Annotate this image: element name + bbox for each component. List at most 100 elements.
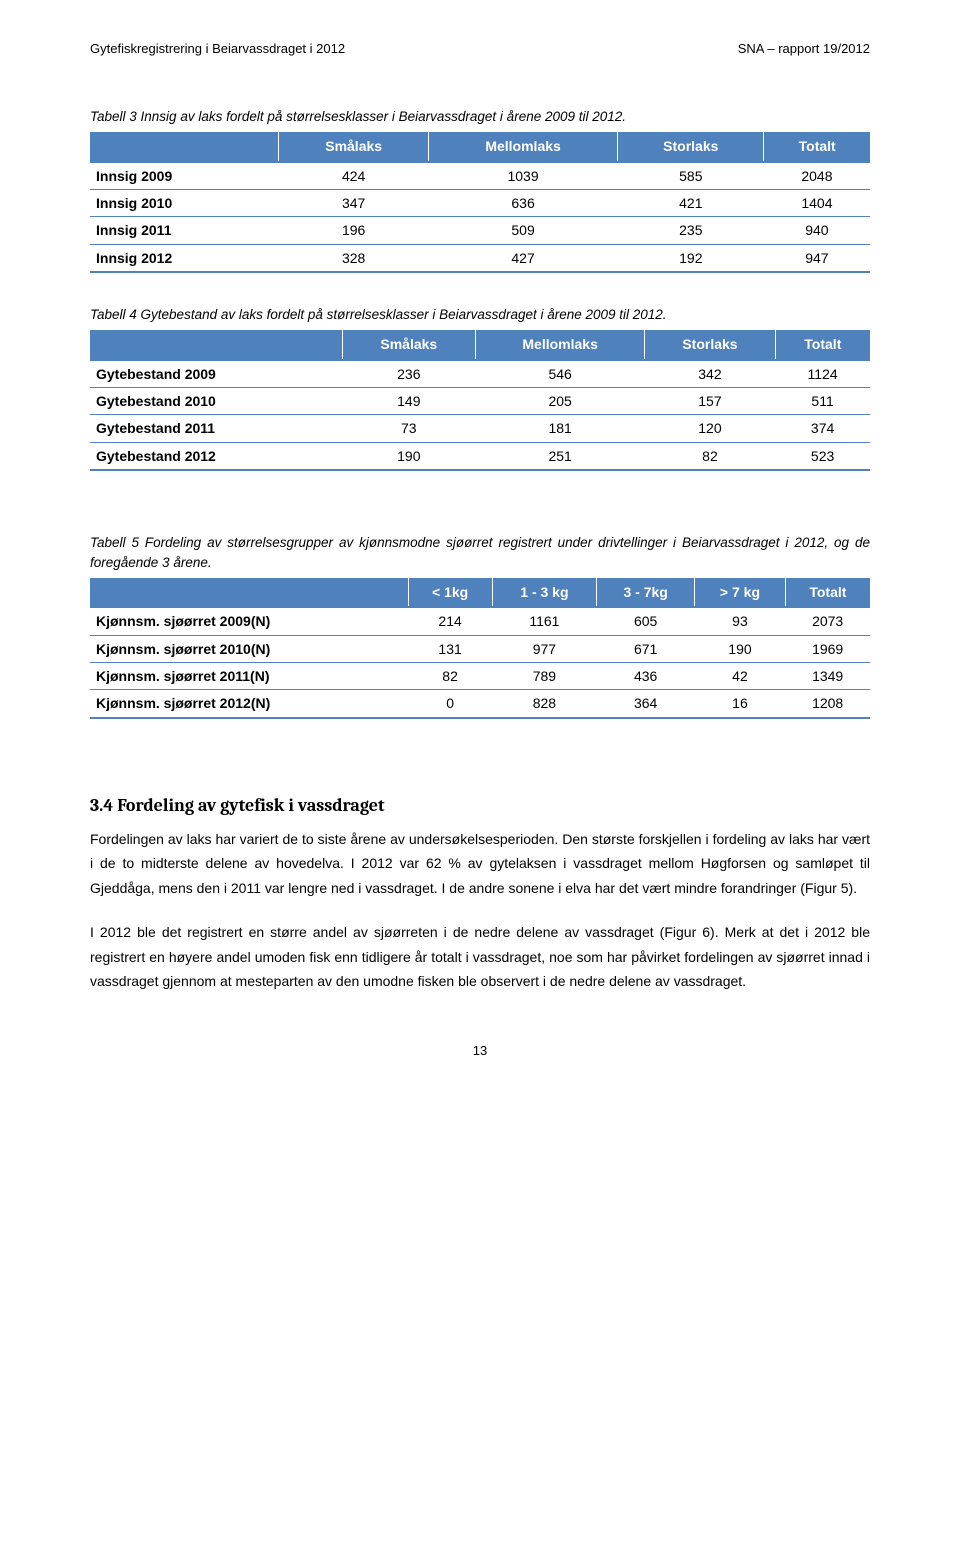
table3: Smålaks Mellomlaks Storlaks Totalt Innsi… bbox=[90, 132, 870, 272]
table-row: Kjønnsm. sjøørret 2011(N) 82 789 436 42 … bbox=[90, 662, 870, 689]
cell: 1208 bbox=[785, 690, 870, 718]
cell: 1969 bbox=[785, 635, 870, 662]
cell-label: Innsig 2010 bbox=[90, 190, 279, 217]
cell: 42 bbox=[695, 662, 786, 689]
table5-h5: Totalt bbox=[785, 578, 870, 607]
table4: Smålaks Mellomlaks Storlaks Totalt Gyteb… bbox=[90, 330, 870, 470]
cell: 828 bbox=[492, 690, 597, 718]
cell: 1161 bbox=[492, 607, 597, 635]
page-number: 13 bbox=[90, 1042, 870, 1061]
cell-label: Gytebestand 2009 bbox=[90, 360, 342, 388]
header-right: SNA – rapport 19/2012 bbox=[738, 40, 870, 59]
table-row: Gytebestand 2012 190 251 82 523 bbox=[90, 442, 870, 470]
table-row: Innsig 2010 347 636 421 1404 bbox=[90, 190, 870, 217]
cell: 192 bbox=[618, 244, 764, 272]
table5-h4: > 7 kg bbox=[695, 578, 786, 607]
cell-label: Gytebestand 2011 bbox=[90, 415, 342, 442]
cell: 364 bbox=[597, 690, 695, 718]
body-paragraph-2: I 2012 ble det registrert en større ande… bbox=[90, 920, 870, 994]
cell: 421 bbox=[618, 190, 764, 217]
page-header: Gytefiskregistrering i Beiarvassdraget i… bbox=[90, 40, 870, 59]
table5-h1: < 1kg bbox=[408, 578, 492, 607]
table3-h4: Totalt bbox=[764, 132, 870, 161]
cell: 940 bbox=[764, 217, 870, 244]
table3-h3: Storlaks bbox=[618, 132, 764, 161]
cell: 427 bbox=[428, 244, 617, 272]
cell: 73 bbox=[342, 415, 476, 442]
cell: 947 bbox=[764, 244, 870, 272]
cell: 190 bbox=[342, 442, 476, 470]
cell: 671 bbox=[597, 635, 695, 662]
cell: 1039 bbox=[428, 162, 617, 190]
table3-h0 bbox=[90, 132, 279, 161]
cell: 235 bbox=[618, 217, 764, 244]
cell-label: Innsig 2009 bbox=[90, 162, 279, 190]
cell: 328 bbox=[279, 244, 428, 272]
cell: 1124 bbox=[775, 360, 870, 388]
cell: 131 bbox=[408, 635, 492, 662]
table-row: Kjønnsm. sjøørret 2012(N) 0 828 364 16 1… bbox=[90, 690, 870, 718]
table-row: Gytebestand 2009 236 546 342 1124 bbox=[90, 360, 870, 388]
body-paragraph-1: Fordelingen av laks har variert de to si… bbox=[90, 827, 870, 901]
table4-h2: Mellomlaks bbox=[476, 330, 645, 359]
cell: 436 bbox=[597, 662, 695, 689]
table-row: Kjønnsm. sjøørret 2009(N) 214 1161 605 9… bbox=[90, 607, 870, 635]
cell: 120 bbox=[645, 415, 775, 442]
cell: 149 bbox=[342, 388, 476, 415]
cell: 82 bbox=[645, 442, 775, 470]
table4-header-row: Smålaks Mellomlaks Storlaks Totalt bbox=[90, 330, 870, 359]
table3-h2: Mellomlaks bbox=[428, 132, 617, 161]
cell: 977 bbox=[492, 635, 597, 662]
cell: 181 bbox=[476, 415, 645, 442]
cell: 511 bbox=[775, 388, 870, 415]
table4-caption: Tabell 4 Gytebestand av laks fordelt på … bbox=[90, 305, 870, 325]
table5: < 1kg 1 - 3 kg 3 - 7kg > 7 kg Totalt Kjø… bbox=[90, 578, 870, 718]
cell: 1349 bbox=[785, 662, 870, 689]
cell: 82 bbox=[408, 662, 492, 689]
table4-h3: Storlaks bbox=[645, 330, 775, 359]
table4-h0 bbox=[90, 330, 342, 359]
cell: 236 bbox=[342, 360, 476, 388]
table-row: Gytebestand 2011 73 181 120 374 bbox=[90, 415, 870, 442]
cell-label: Innsig 2011 bbox=[90, 217, 279, 244]
cell: 342 bbox=[645, 360, 775, 388]
cell-label: Kjønnsm. sjøørret 2009(N) bbox=[90, 607, 408, 635]
table-row: Gytebestand 2010 149 205 157 511 bbox=[90, 388, 870, 415]
table5-header-row: < 1kg 1 - 3 kg 3 - 7kg > 7 kg Totalt bbox=[90, 578, 870, 607]
table4-h4: Totalt bbox=[775, 330, 870, 359]
cell: 16 bbox=[695, 690, 786, 718]
cell: 93 bbox=[695, 607, 786, 635]
table3-header-row: Smålaks Mellomlaks Storlaks Totalt bbox=[90, 132, 870, 161]
cell: 196 bbox=[279, 217, 428, 244]
cell: 1404 bbox=[764, 190, 870, 217]
cell: 2048 bbox=[764, 162, 870, 190]
cell-label: Kjønnsm. sjøørret 2012(N) bbox=[90, 690, 408, 718]
cell-label: Innsig 2012 bbox=[90, 244, 279, 272]
cell: 523 bbox=[775, 442, 870, 470]
table5-caption: Tabell 5 Fordeling av størrelsesgrupper … bbox=[90, 533, 870, 572]
cell-label: Gytebestand 2012 bbox=[90, 442, 342, 470]
table5-h0 bbox=[90, 578, 408, 607]
cell: 251 bbox=[476, 442, 645, 470]
cell: 789 bbox=[492, 662, 597, 689]
table3-caption: Tabell 3 Innsig av laks fordelt på størr… bbox=[90, 107, 870, 127]
cell: 2073 bbox=[785, 607, 870, 635]
table-row: Kjønnsm. sjøørret 2010(N) 131 977 671 19… bbox=[90, 635, 870, 662]
cell: 605 bbox=[597, 607, 695, 635]
cell: 0 bbox=[408, 690, 492, 718]
cell: 190 bbox=[695, 635, 786, 662]
table-row: Innsig 2009 424 1039 585 2048 bbox=[90, 162, 870, 190]
table3-h1: Smålaks bbox=[279, 132, 428, 161]
table-row: Innsig 2011 196 509 235 940 bbox=[90, 217, 870, 244]
cell: 347 bbox=[279, 190, 428, 217]
table-row: Innsig 2012 328 427 192 947 bbox=[90, 244, 870, 272]
table5-h2: 1 - 3 kg bbox=[492, 578, 597, 607]
cell: 374 bbox=[775, 415, 870, 442]
cell: 424 bbox=[279, 162, 428, 190]
header-left: Gytefiskregistrering i Beiarvassdraget i… bbox=[90, 40, 345, 59]
cell: 636 bbox=[428, 190, 617, 217]
cell: 157 bbox=[645, 388, 775, 415]
cell: 205 bbox=[476, 388, 645, 415]
cell-label: Gytebestand 2010 bbox=[90, 388, 342, 415]
cell-label: Kjønnsm. sjøørret 2010(N) bbox=[90, 635, 408, 662]
